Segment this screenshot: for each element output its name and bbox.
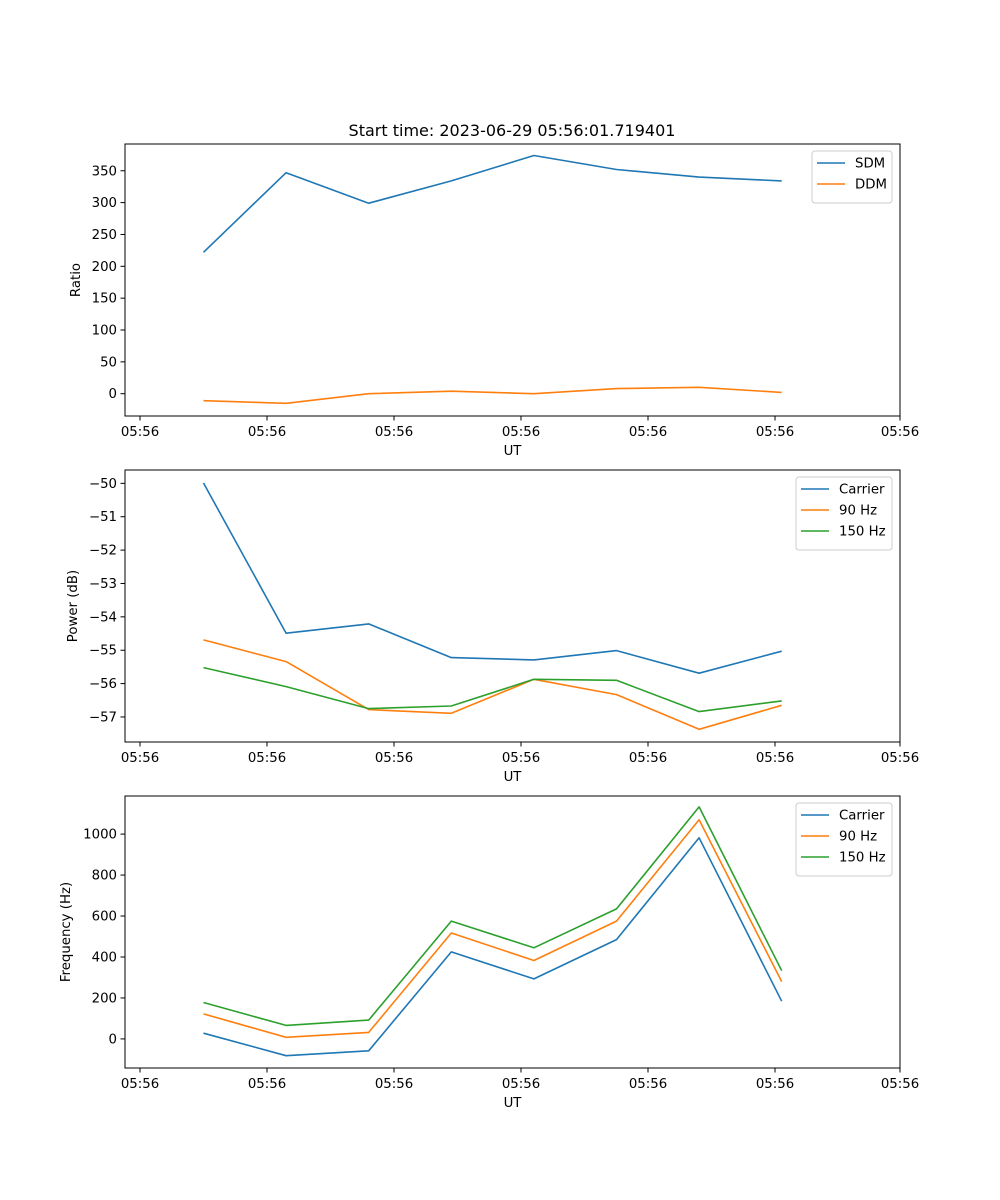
series-line-carrier <box>203 836 783 1057</box>
chart-panel-2: 05:56 05:56 05:56 05:56 05:56 05:56 05:56 −57 −5… <box>66 469 919 785</box>
y-tick-label: −53 <box>89 577 117 592</box>
y-axis-label: Power (dB) <box>66 570 81 642</box>
x-tick-label: 05:56 <box>121 425 159 440</box>
legend-box <box>811 150 893 204</box>
y-tick-label: 400 <box>92 950 117 965</box>
y-tick-label: 200 <box>92 260 117 275</box>
x-tick-label: 05:56 <box>121 751 159 766</box>
x-tick-label: 05:56 <box>248 1077 286 1092</box>
plot-frame <box>124 143 901 417</box>
x-tick-label: 05:56 <box>375 1077 413 1092</box>
x-tick-label: 05:56 <box>756 1077 794 1092</box>
y-tick-label: 100 <box>92 324 117 339</box>
y-tick-label: −54 <box>89 610 117 625</box>
series-line-sdm <box>202 154 782 253</box>
y-tick-label: −52 <box>89 544 117 559</box>
y-tick-label: 350 <box>92 164 117 179</box>
y-tick-label: −56 <box>89 677 117 692</box>
y-tick-label: −55 <box>89 644 117 659</box>
y-tick-label: 250 <box>92 228 117 243</box>
x-tick-label: 05:56 <box>756 751 794 766</box>
y-tick-label: −57 <box>89 710 117 725</box>
panels: 05:56 05:56 05:56 05:56 05:56 05:56 05:56 0 50 10… <box>59 143 919 1111</box>
x-tick-label: 05:56 <box>756 425 794 440</box>
x-axis-label: UT <box>504 770 523 785</box>
y-axis-label: Frequency (Hz) <box>59 882 74 982</box>
legend-label: 90 Hz <box>839 504 877 519</box>
legend-label: DDM <box>855 178 887 193</box>
x-tick-label: 05:56 <box>881 751 919 766</box>
y-tick-label: 150 <box>92 292 117 307</box>
y-tick-label: 300 <box>92 196 117 211</box>
series-line-150-hz <box>203 806 783 1027</box>
series-line-90-hz <box>203 818 783 1039</box>
plot-frame <box>124 795 901 1069</box>
y-tick-label: −51 <box>89 510 117 525</box>
series-line-ddm <box>203 386 782 405</box>
x-axis-label: UT <box>504 444 523 459</box>
y-axis-label: Ratio <box>69 263 84 297</box>
y-tick-label: 0 <box>109 387 117 402</box>
legend-label: Carrier <box>839 809 885 824</box>
x-tick-label: 05:56 <box>881 425 919 440</box>
y-tick-label: 800 <box>92 869 117 884</box>
legend-label: 150 Hz <box>839 525 886 540</box>
x-tick-label: 05:56 <box>629 1077 667 1092</box>
x-tick-label: 05:56 <box>502 751 540 766</box>
x-tick-label: 05:56 <box>375 425 413 440</box>
legend: SDM DDM <box>811 150 893 204</box>
y-tick-label: 200 <box>92 991 117 1006</box>
x-tick-label: 05:56 <box>502 425 540 440</box>
y-tick-label: −50 <box>89 477 117 492</box>
x-axis-label: UT <box>504 1096 523 1111</box>
legend-label: SDM <box>855 157 885 172</box>
x-tick-label: 05:56 <box>248 425 286 440</box>
x-tick-label: 05:56 <box>629 751 667 766</box>
chart-panel-3: 05:56 05:56 05:56 05:56 05:56 05:56 05:56 0 200 4… <box>59 795 919 1111</box>
legend: Carrier 90 Hz 150 Hz <box>795 802 893 877</box>
series-line-carrier <box>202 482 782 675</box>
x-tick-label: 05:56 <box>629 425 667 440</box>
legend-label: 90 Hz <box>839 830 877 845</box>
x-tick-label: 05:56 <box>121 1077 159 1092</box>
x-tick-label: 05:56 <box>248 751 286 766</box>
legend-label: 150 Hz <box>839 851 886 866</box>
plot-frame <box>124 469 901 743</box>
y-tick-label: 0 <box>109 1032 117 1047</box>
legend-label: Carrier <box>839 483 885 498</box>
series-line-90-hz <box>203 639 782 731</box>
figure-title: Start time: 2023-06-29 05:56:01.719401 <box>349 121 676 140</box>
y-tick-label: 1000 <box>83 828 117 843</box>
x-tick-label: 05:56 <box>502 1077 540 1092</box>
x-tick-label: 05:56 <box>375 751 413 766</box>
x-tick-label: 05:56 <box>881 1077 919 1092</box>
y-tick-label: 600 <box>92 910 117 925</box>
legend: Carrier 90 Hz 150 Hz <box>795 476 893 551</box>
y-tick-label: 50 <box>100 355 117 370</box>
chart-panel-1: 05:56 05:56 05:56 05:56 05:56 05:56 05:56 0 50 10… <box>69 143 919 459</box>
series-line-150-hz <box>203 666 782 713</box>
